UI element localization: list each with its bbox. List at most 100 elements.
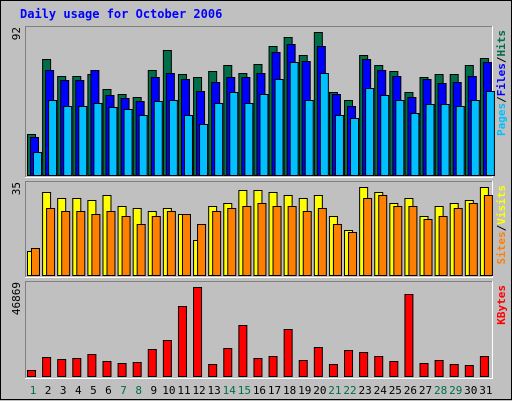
- x-tick-label-day-3: 3: [60, 384, 67, 397]
- bar-hits-pages-day-19: [304, 100, 314, 176]
- bar-hits-pages-day-17: [274, 79, 284, 176]
- bar-kbytes-kbytes-day-21: [328, 364, 338, 377]
- bar-hits-pages-day-9: [153, 101, 163, 176]
- bar-hits-pages-day-15: [244, 103, 254, 176]
- bar-visits-sites-day-13: [212, 211, 222, 276]
- bar-kbytes-kbytes-day-27: [419, 363, 429, 377]
- bar-hits-pages-day-3: [63, 106, 73, 176]
- bar-kbytes-kbytes-day-24: [374, 356, 384, 377]
- bar-hits-pages-day-28: [440, 104, 450, 176]
- bar-hits-pages-day-16: [259, 94, 269, 176]
- bar-hits-pages-day-25: [395, 100, 405, 176]
- chart-title: Daily usage for October 2006: [20, 7, 223, 21]
- bar-kbytes-kbytes-day-29: [449, 364, 459, 377]
- bar-kbytes-kbytes-day-8: [132, 362, 142, 377]
- bar-visits-sites-day-1: [31, 248, 40, 276]
- x-tick-label-day-6: 6: [105, 384, 112, 397]
- bar-kbytes-kbytes-day-14: [223, 348, 233, 377]
- x-tick-label-day-17: 17: [268, 384, 281, 397]
- bar-visits-sites-day-2: [46, 208, 56, 276]
- bar-hits-pages-day-10: [168, 100, 178, 176]
- x-tick-label-day-15: 15: [238, 384, 251, 397]
- x-tick-label-day-22: 22: [343, 384, 356, 397]
- bar-visits-sites-day-26: [408, 206, 418, 276]
- legend-entry-hits: Hits: [495, 30, 508, 57]
- x-tick-label-day-18: 18: [283, 384, 296, 397]
- max-label-hits: 92: [10, 27, 23, 40]
- legend-entry-pages: Pages: [495, 103, 508, 136]
- x-tick-label-day-21: 21: [328, 384, 341, 397]
- bar-kbytes-kbytes-day-10: [162, 340, 172, 377]
- bar-kbytes-kbytes-day-16: [253, 358, 263, 377]
- x-tick-label-day-9: 9: [150, 384, 157, 397]
- legend-separator: /: [495, 224, 508, 231]
- legend-entry-visits: Visits: [495, 185, 508, 225]
- bar-visits-sites-day-3: [61, 211, 71, 276]
- bar-kbytes-kbytes-day-25: [389, 361, 399, 377]
- x-tick-label-day-8: 8: [135, 384, 142, 397]
- x-tick-label-day-29: 29: [449, 384, 462, 397]
- bar-hits-pages-day-30: [470, 100, 480, 176]
- bar-visits-sites-day-11: [181, 214, 191, 276]
- bar-visits-sites-day-21: [332, 224, 342, 276]
- x-tick-label-day-20: 20: [313, 384, 326, 397]
- bar-hits-pages-day-27: [425, 104, 435, 176]
- bar-kbytes-kbytes-day-7: [117, 363, 127, 377]
- legend-separator: /: [495, 56, 508, 63]
- x-tick-label-day-4: 4: [75, 384, 82, 397]
- bar-hits-pages-day-7: [123, 109, 133, 176]
- bar-visits-sites-day-10: [166, 211, 176, 276]
- bar-kbytes-kbytes-day-5: [87, 354, 97, 377]
- bar-visits-sites-day-23: [363, 198, 373, 276]
- bar-visits-sites-day-18: [287, 206, 297, 276]
- bar-hits-pages-day-23: [365, 88, 375, 176]
- legend-entry-kbytes: KBytes: [495, 285, 508, 325]
- bar-hits-pages-day-8: [138, 115, 148, 176]
- bar-visits-sites-day-30: [468, 203, 478, 276]
- bar-hits-pages-day-26: [410, 113, 420, 176]
- x-tick-label-day-19: 19: [298, 384, 311, 397]
- legend-visits: Sites/Visits: [495, 185, 508, 265]
- bar-hits-pages-day-18: [289, 62, 299, 176]
- bar-hits-pages-day-12: [199, 124, 209, 176]
- bar-visits-sites-day-8: [136, 224, 146, 276]
- x-tick-label-day-11: 11: [177, 384, 190, 397]
- bar-visits-sites-day-15: [242, 206, 252, 276]
- x-tick-label-day-10: 10: [162, 384, 175, 397]
- x-tick-label-day-1: 1: [30, 384, 37, 397]
- legend-entry-files: Files: [495, 63, 508, 96]
- bar-kbytes-kbytes-day-22: [344, 350, 354, 377]
- legend-hits: Pages/Files/Hits: [495, 30, 508, 136]
- bar-visits-sites-day-7: [121, 216, 131, 276]
- bar-kbytes-kbytes-day-3: [57, 359, 67, 377]
- bar-kbytes-kbytes-day-23: [359, 352, 369, 377]
- bar-visits-sites-day-19: [302, 211, 312, 276]
- bar-kbytes-kbytes-day-9: [147, 349, 157, 377]
- bar-visits-sites-day-25: [393, 206, 403, 276]
- bar-kbytes-kbytes-day-2: [42, 357, 52, 377]
- x-tick-label-day-16: 16: [253, 384, 266, 397]
- x-tick-label-day-30: 30: [464, 384, 477, 397]
- bar-hits-pages-day-24: [380, 95, 390, 176]
- legend-entry-sites: Sites: [495, 231, 508, 264]
- x-tick-label-day-12: 12: [192, 384, 205, 397]
- bar-visits-sites-day-6: [106, 211, 116, 276]
- bar-kbytes-kbytes-day-20: [313, 347, 323, 377]
- x-tick-label-day-24: 24: [374, 384, 388, 397]
- bar-visits-sites-day-4: [76, 211, 86, 276]
- bar-visits-sites-day-17: [272, 206, 282, 276]
- bar-hits-pages-day-29: [455, 106, 465, 176]
- x-tick-label-day-2: 2: [45, 384, 52, 397]
- max-label-kbytes: 46869: [10, 282, 23, 315]
- bar-kbytes-kbytes-day-19: [298, 360, 308, 377]
- bar-hits-pages-day-6: [108, 107, 118, 176]
- bar-kbytes-kbytes-day-4: [72, 358, 82, 377]
- x-tick-label-day-14: 14: [223, 384, 237, 397]
- bar-hits-pages-day-4: [78, 106, 88, 176]
- bar-hits-pages-day-31: [485, 91, 495, 176]
- bar-hits-pages-day-1: [33, 152, 42, 176]
- x-tick-label-day-25: 25: [389, 384, 402, 397]
- bar-hits-pages-day-14: [229, 92, 239, 176]
